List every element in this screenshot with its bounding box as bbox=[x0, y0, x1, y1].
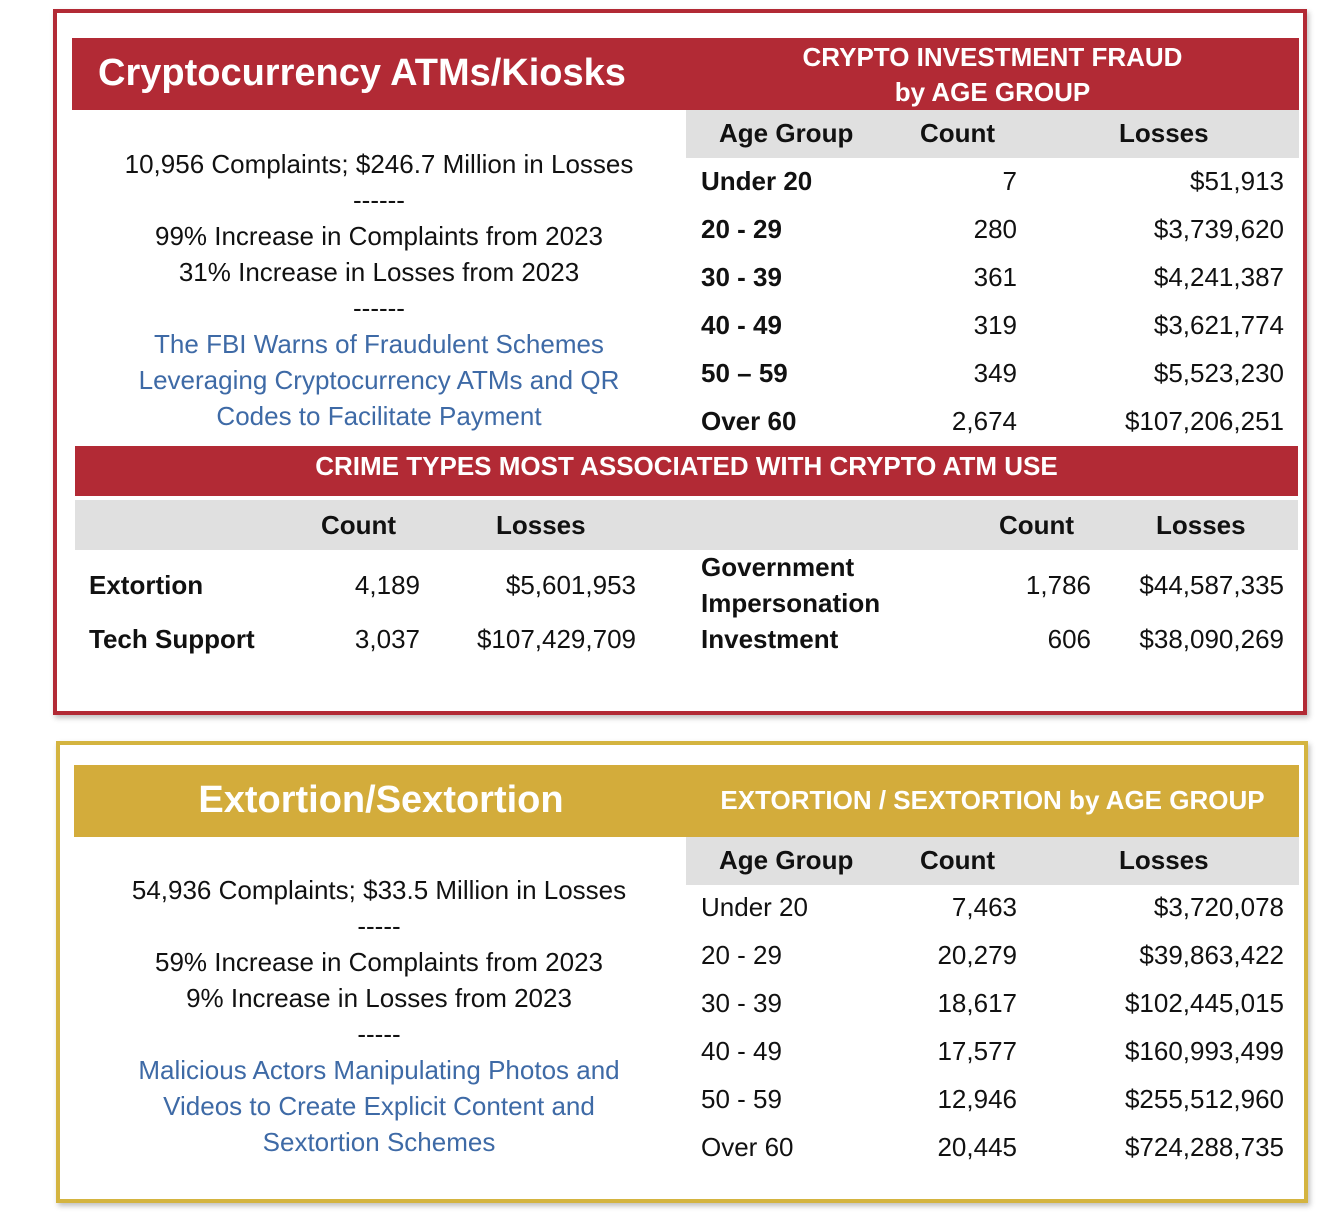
count-cell: 7,463 bbox=[951, 892, 1017, 922]
losses-cell: $3,621,774 bbox=[1153, 310, 1284, 340]
crypto-increase-losses: 31% Increase in Losses from 2023 bbox=[178, 257, 580, 287]
extortion-title-banner: Extortion/Sextortion bbox=[74, 765, 688, 837]
crime-type-cell: Tech Support bbox=[89, 624, 255, 654]
age-group-cell: 20 - 29 bbox=[701, 214, 782, 244]
losses-cell: $107,429,709 bbox=[476, 624, 636, 654]
count-cell: 361 bbox=[973, 262, 1017, 292]
crime-left-col-losses: Losses bbox=[496, 510, 586, 540]
crypto-age-title-line2: by AGE GROUP bbox=[894, 77, 1091, 107]
losses-cell: $44,587,335 bbox=[1139, 570, 1284, 600]
extortion-increase-complaints: 59% Increase in Complaints from 2023 bbox=[154, 947, 603, 977]
crypto-fbi-warning-link[interactable]: The FBI Warns of Fraudulent Schemes bbox=[154, 329, 604, 359]
crime-types-header: Count Losses Count Losses bbox=[75, 500, 1298, 550]
age-group-cell: 30 - 39 bbox=[701, 988, 782, 1018]
age-group-cell: 40 - 49 bbox=[701, 1036, 782, 1066]
crime-type-cell: Investment bbox=[701, 624, 839, 654]
count-cell: 3,037 bbox=[354, 624, 420, 654]
losses-cell: $4,241,387 bbox=[1153, 262, 1284, 292]
losses-cell: $51,913 bbox=[1190, 166, 1284, 196]
crypto-age-title-banner: CRYPTO INVESTMENT FRAUD by AGE GROUP bbox=[686, 38, 1299, 110]
age-group-cell: 20 - 29 bbox=[701, 940, 782, 970]
extortion-age-title: EXTORTION / SEXTORTION by AGE GROUP bbox=[720, 785, 1265, 815]
crime-right-col-losses: Losses bbox=[1156, 510, 1246, 540]
losses-cell: $102,445,015 bbox=[1124, 988, 1284, 1018]
crypto-increase-complaints: 99% Increase in Complaints from 2023 bbox=[154, 221, 603, 251]
count-cell: 1,786 bbox=[1025, 570, 1091, 600]
count-cell: 18,617 bbox=[937, 988, 1017, 1018]
extortion-warning-link[interactable]: Malicious Actors Manipulating Photos and bbox=[138, 1055, 620, 1085]
count-cell: 12,946 bbox=[937, 1084, 1017, 1114]
crime-types-title: CRIME TYPES MOST ASSOCIATED WITH CRYPTO … bbox=[315, 451, 1058, 481]
crypto-age-col-group: Age Group bbox=[719, 118, 854, 148]
crypto-title-banner: Cryptocurrency ATMs/Kiosks bbox=[72, 38, 688, 110]
age-group-cell: 40 - 49 bbox=[701, 310, 782, 340]
crime-type-cell: Government bbox=[701, 552, 855, 582]
losses-cell: $39,863,422 bbox=[1139, 940, 1284, 970]
count-cell: 20,279 bbox=[937, 940, 1017, 970]
losses-cell: $3,739,620 bbox=[1153, 214, 1284, 244]
crypto-age-col-losses: Losses bbox=[1119, 118, 1209, 148]
extortion-separator-2: ----- bbox=[357, 1019, 401, 1049]
crypto-separator-2: ------ bbox=[353, 293, 405, 323]
age-group-cell: Over 60 bbox=[701, 1132, 794, 1162]
losses-cell: $724,288,735 bbox=[1124, 1132, 1284, 1162]
crypto-separator-1: ------ bbox=[353, 185, 405, 215]
crime-type-cell-line2: Impersonation bbox=[701, 588, 881, 618]
age-group-cell: 50 – 59 bbox=[701, 358, 788, 388]
crime-left-col-count: Count bbox=[321, 510, 397, 540]
age-group-cell: Under 20 bbox=[701, 892, 808, 922]
losses-cell: $255,512,960 bbox=[1124, 1084, 1284, 1114]
crypto-age-table-header: Age Group Count Losses bbox=[686, 110, 1299, 158]
crime-right-col-count: Count bbox=[999, 510, 1075, 540]
extortion-warning-link-line2[interactable]: Videos to Create Explicit Content and bbox=[163, 1091, 595, 1121]
crime-types-banner: CRIME TYPES MOST ASSOCIATED WITH CRYPTO … bbox=[75, 446, 1298, 496]
crypto-age-title-line1: CRYPTO INVESTMENT FRAUD bbox=[802, 42, 1183, 72]
extortion-warning-link-line3[interactable]: Sextortion Schemes bbox=[262, 1127, 496, 1157]
count-cell: 606 bbox=[1047, 624, 1091, 654]
losses-cell: $3,720,078 bbox=[1153, 892, 1284, 922]
extortion-age-col-losses: Losses bbox=[1119, 845, 1209, 875]
extortion-age-table-header: Age Group Count Losses bbox=[686, 837, 1299, 885]
extortion-age-col-count: Count bbox=[920, 845, 996, 875]
crypto-summary: 10,956 Complaints; $246.7 Million in Los… bbox=[124, 149, 634, 179]
extortion-separator-1: ----- bbox=[357, 911, 401, 941]
extortion-summary-block: 54,936 Complaints; $33.5 Million in Loss… bbox=[72, 872, 686, 1160]
losses-cell: $5,523,230 bbox=[1153, 358, 1284, 388]
age-group-cell: Over 60 bbox=[701, 406, 797, 436]
count-cell: 7 bbox=[1002, 166, 1017, 196]
age-group-cell: 30 - 39 bbox=[701, 262, 782, 292]
age-group-cell: Under 20 bbox=[701, 166, 813, 196]
count-cell: 2,674 bbox=[951, 406, 1017, 436]
crime-type-cell: Extortion bbox=[89, 570, 204, 600]
count-cell: 20,445 bbox=[937, 1132, 1017, 1162]
count-cell: 17,577 bbox=[937, 1036, 1017, 1066]
crypto-fbi-warning-link-line2[interactable]: Leveraging Cryptocurrency ATMs and QR bbox=[138, 365, 620, 395]
extortion-title: Extortion/Sextortion bbox=[198, 779, 564, 821]
losses-cell: $107,206,251 bbox=[1124, 406, 1284, 436]
losses-cell: $160,993,499 bbox=[1124, 1036, 1284, 1066]
crypto-title: Cryptocurrency ATMs/Kiosks bbox=[98, 52, 626, 94]
extortion-increase-losses: 9% Increase in Losses from 2023 bbox=[186, 983, 572, 1013]
count-cell: 280 bbox=[973, 214, 1017, 244]
crypto-fbi-warning-link-line3[interactable]: Codes to Facilitate Payment bbox=[216, 401, 542, 431]
extortion-age-col-group: Age Group bbox=[719, 845, 854, 875]
losses-cell: $5,601,953 bbox=[505, 570, 636, 600]
crypto-age-col-count: Count bbox=[920, 118, 996, 148]
age-group-cell: 50 - 59 bbox=[701, 1084, 782, 1114]
extortion-age-title-banner: EXTORTION / SEXTORTION by AGE GROUP bbox=[686, 765, 1299, 837]
count-cell: 319 bbox=[973, 310, 1017, 340]
crypto-summary-block: 10,956 Complaints; $246.7 Million in Los… bbox=[72, 146, 686, 434]
count-cell: 349 bbox=[973, 358, 1017, 388]
count-cell: 4,189 bbox=[354, 570, 420, 600]
extortion-summary: 54,936 Complaints; $33.5 Million in Loss… bbox=[131, 875, 627, 905]
losses-cell: $38,090,269 bbox=[1139, 624, 1284, 654]
